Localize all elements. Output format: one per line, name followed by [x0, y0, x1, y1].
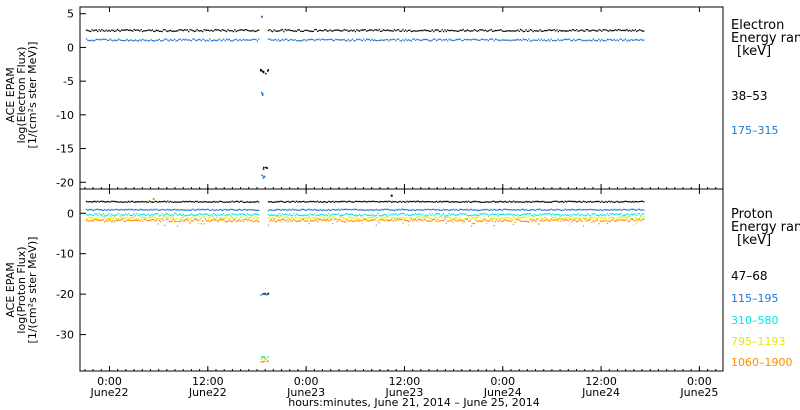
electron-gap-point — [264, 72, 267, 75]
proton-series-115–195 — [85, 208, 645, 212]
proton-legend-title-2: Energy ran — [731, 220, 800, 235]
electron-gap-point — [263, 175, 266, 178]
electron-ylabel-line1: ACE EPAM — [4, 67, 17, 122]
proton-gap-point — [260, 360, 263, 363]
electron-ytick-label: -5 — [63, 75, 74, 88]
x-tick-date: June24 — [581, 386, 620, 399]
proton-legend-title-3: [keV] — [737, 233, 771, 248]
x-tick-time: 0:00 — [294, 375, 319, 388]
electron-gap-point — [260, 91, 263, 94]
proton-gap-point — [263, 356, 265, 358]
proton-gap-point — [262, 293, 264, 295]
electron-plot-frame — [79, 6, 724, 190]
x-tick-date: June23 — [384, 386, 423, 399]
electron-series-175–315 — [85, 38, 645, 42]
proton-gap-point — [266, 360, 268, 363]
proton-series-1060–1900 — [85, 218, 645, 227]
proton-ylabel-line3: [1/(cm²s ster MeV)] — [26, 237, 39, 344]
electron-legend-175-315: 175–315 — [731, 124, 779, 137]
electron-ytick-label: -20 — [56, 176, 74, 189]
electron-gap-point — [265, 166, 267, 169]
proton-ylabel-line1: ACE EPAM — [4, 262, 17, 317]
electron-ytick-label: -15 — [56, 143, 74, 156]
proton-gap-point — [265, 293, 268, 296]
electron-gap-point — [262, 177, 265, 179]
proton-gap-point — [263, 358, 266, 360]
x-tick-time: 12:00 — [192, 375, 224, 388]
proton-legend-1060-1900: 1060–1900 — [731, 356, 793, 369]
proton-legend-310-580: 310–580 — [731, 314, 779, 327]
electron-legend-title-1: Electron — [731, 18, 784, 33]
electron-ytick-label: 5 — [67, 8, 74, 21]
electron-ylabel-line2: log(Electron Flux) — [15, 47, 28, 144]
electron-gap-point — [267, 70, 269, 72]
proton-panel: 0 -10 -20 -30 ACE EPAM log(Proton Flux) [1/… — [4, 188, 800, 372]
x-tick-time: 12:00 — [585, 375, 617, 388]
electron-ylabel-line3: [1/(cm²s ster MeV)] — [26, 42, 39, 149]
proton-gap-point — [260, 294, 262, 296]
proton-gap-point — [264, 293, 266, 296]
electron-ytick-label: -10 — [56, 109, 74, 122]
proton-legend-title-1: Proton — [731, 207, 773, 222]
proton-legend-115-195: 115–195 — [731, 292, 779, 305]
electron-legend-title-3: [keV] — [737, 44, 771, 59]
proton-outlier-point — [152, 197, 155, 200]
electron-outlier-point — [260, 15, 263, 18]
electron-gap-point — [262, 175, 265, 178]
x-tick-date: June22 — [188, 386, 227, 399]
electron-gap-point — [263, 166, 265, 169]
proton-gap-point — [261, 356, 264, 359]
proton-gap-point — [267, 293, 270, 295]
proton-series-795–1193 — [85, 216, 645, 226]
x-tick-date: June24 — [483, 386, 522, 399]
electron-legend-38-53: 38–53 — [731, 89, 768, 103]
x-axis-label: hours:minutes, June 21, 2014 – June 25, … — [288, 396, 540, 409]
electron-gap-point — [259, 69, 262, 72]
proton-ytick-label: -30 — [56, 329, 74, 342]
proton-gap-point — [267, 356, 269, 358]
x-tick-time: 12:00 — [389, 375, 421, 388]
proton-gap-point — [263, 360, 265, 363]
proton-ylabel-line2: log(Proton Flux) — [15, 246, 28, 333]
electron-gap-point — [261, 70, 263, 72]
proton-gap-point — [264, 356, 266, 359]
electron-panel: 5 0 -5 -10 -15 -20 ACE EPAM log(Electron Flux… — [4, 6, 800, 190]
x-tick-time: 0:00 — [687, 375, 712, 388]
proton-series-47–68 — [85, 200, 645, 203]
x-tick-time: 0:00 — [97, 375, 122, 388]
x-tick-date: June22 — [90, 386, 129, 399]
proton-gap-point — [262, 361, 264, 363]
proton-gap-point — [267, 360, 269, 363]
proton-outlier-point — [390, 194, 393, 197]
electron-gap-point — [262, 71, 265, 74]
proton-ytick-label: -10 — [56, 248, 74, 261]
electron-series-38–53 — [85, 28, 645, 33]
proton-legend-795-1193: 795–1193 — [731, 335, 786, 348]
electron-gap-point — [260, 68, 262, 71]
proton-gap-point — [260, 358, 262, 361]
proton-legend-47-68: 47–68 — [731, 269, 768, 283]
electron-gap-point — [266, 167, 268, 169]
electron-gap-point — [267, 69, 270, 71]
proton-ytick-label: 0 — [67, 207, 74, 220]
electron-gap-point — [262, 168, 265, 170]
electron-ytick-label: 0 — [67, 41, 74, 54]
x-tick-date: June23 — [286, 386, 325, 399]
electron-gap-point — [261, 174, 263, 177]
proton-gap-point — [264, 292, 266, 295]
x-tick-time: 0:00 — [490, 375, 515, 388]
electron-gap-point — [262, 70, 265, 73]
electron-legend-title-2: Energy ran — [731, 31, 800, 46]
x-tick-date: June25 — [679, 386, 718, 399]
proton-series-310–580 — [85, 212, 645, 217]
proton-gap-point — [265, 358, 268, 361]
proton-ytick-label: -20 — [56, 288, 74, 301]
electron-gap-point — [261, 93, 264, 95]
proton-plot-frame — [79, 188, 724, 372]
